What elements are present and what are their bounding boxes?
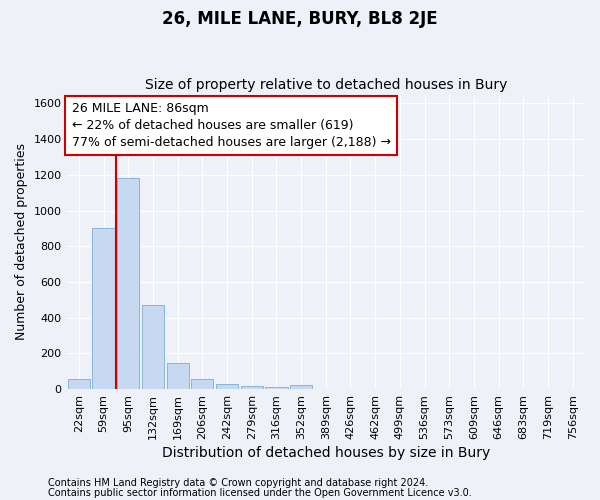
Bar [241,386,263,389]
X-axis label: Distribution of detached houses by size in Bury: Distribution of detached houses by size … [161,446,490,460]
Bar [167,362,189,389]
Bar [191,378,214,389]
Bar [290,384,312,389]
Text: Contains HM Land Registry data © Crown copyright and database right 2024.: Contains HM Land Registry data © Crown c… [48,478,428,488]
Title: Size of property relative to detached houses in Bury: Size of property relative to detached ho… [145,78,507,92]
Y-axis label: Number of detached properties: Number of detached properties [15,144,28,340]
Text: 26, MILE LANE, BURY, BL8 2JE: 26, MILE LANE, BURY, BL8 2JE [162,10,438,28]
Bar [216,384,238,389]
Bar [265,388,287,389]
Text: Contains public sector information licensed under the Open Government Licence v3: Contains public sector information licen… [48,488,472,498]
Bar [117,178,139,389]
Bar [142,305,164,389]
Bar [68,380,90,389]
Bar [92,228,115,389]
Text: 26 MILE LANE: 86sqm
← 22% of detached houses are smaller (619)
77% of semi-detac: 26 MILE LANE: 86sqm ← 22% of detached ho… [72,102,391,149]
